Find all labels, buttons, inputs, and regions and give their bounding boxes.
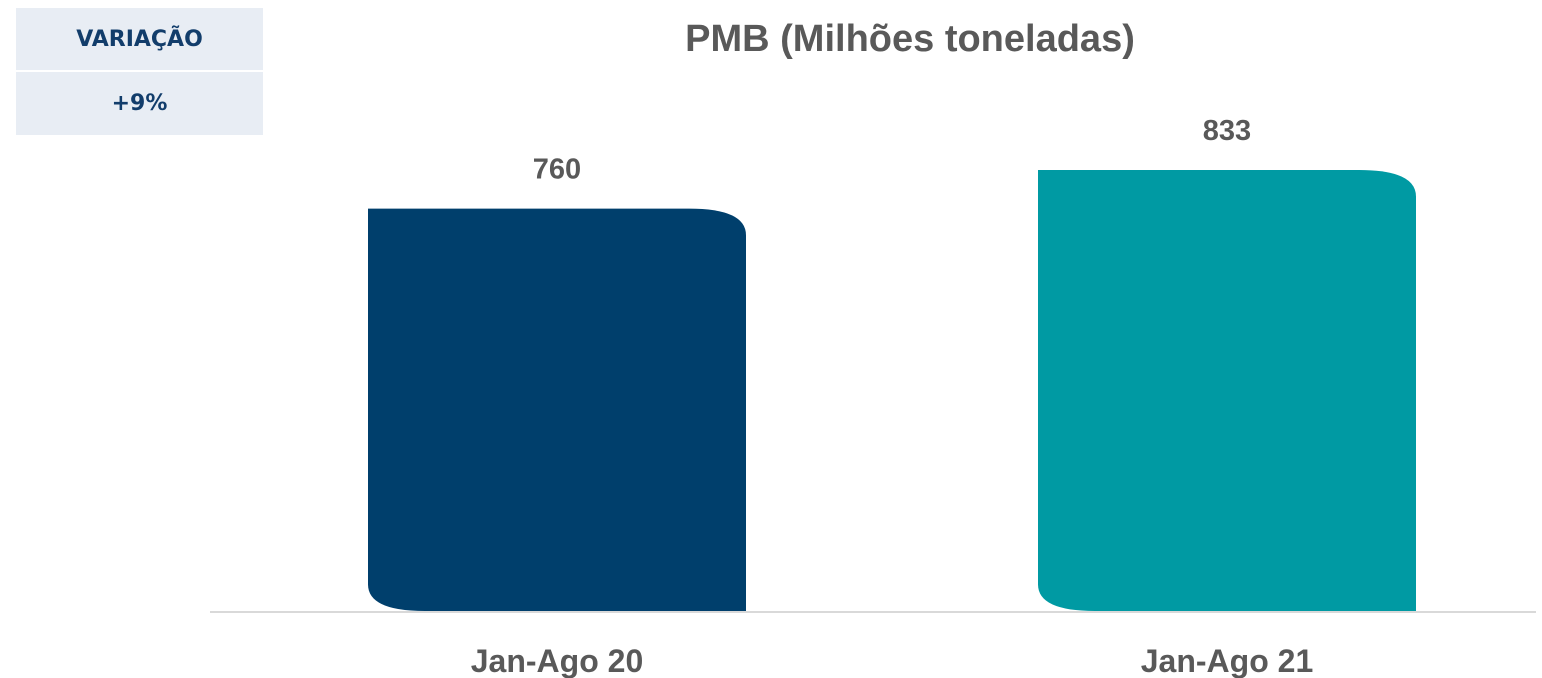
data-label-1: 760 [533, 154, 581, 186]
variation-value: +9% [111, 91, 168, 116]
category-label-2: Jan-Ago 21 [1141, 643, 1313, 678]
category-label-1: Jan-Ago 20 [471, 643, 643, 678]
chart-title: PMB (Milhões toneladas) [685, 18, 1135, 60]
variation-box: VARIAÇÃO +9% [16, 8, 263, 135]
variation-label: VARIAÇÃO [16, 8, 263, 72]
bar-1 [368, 208, 746, 611]
data-label-2: 833 [1203, 115, 1251, 147]
bar-2 [1038, 170, 1416, 611]
